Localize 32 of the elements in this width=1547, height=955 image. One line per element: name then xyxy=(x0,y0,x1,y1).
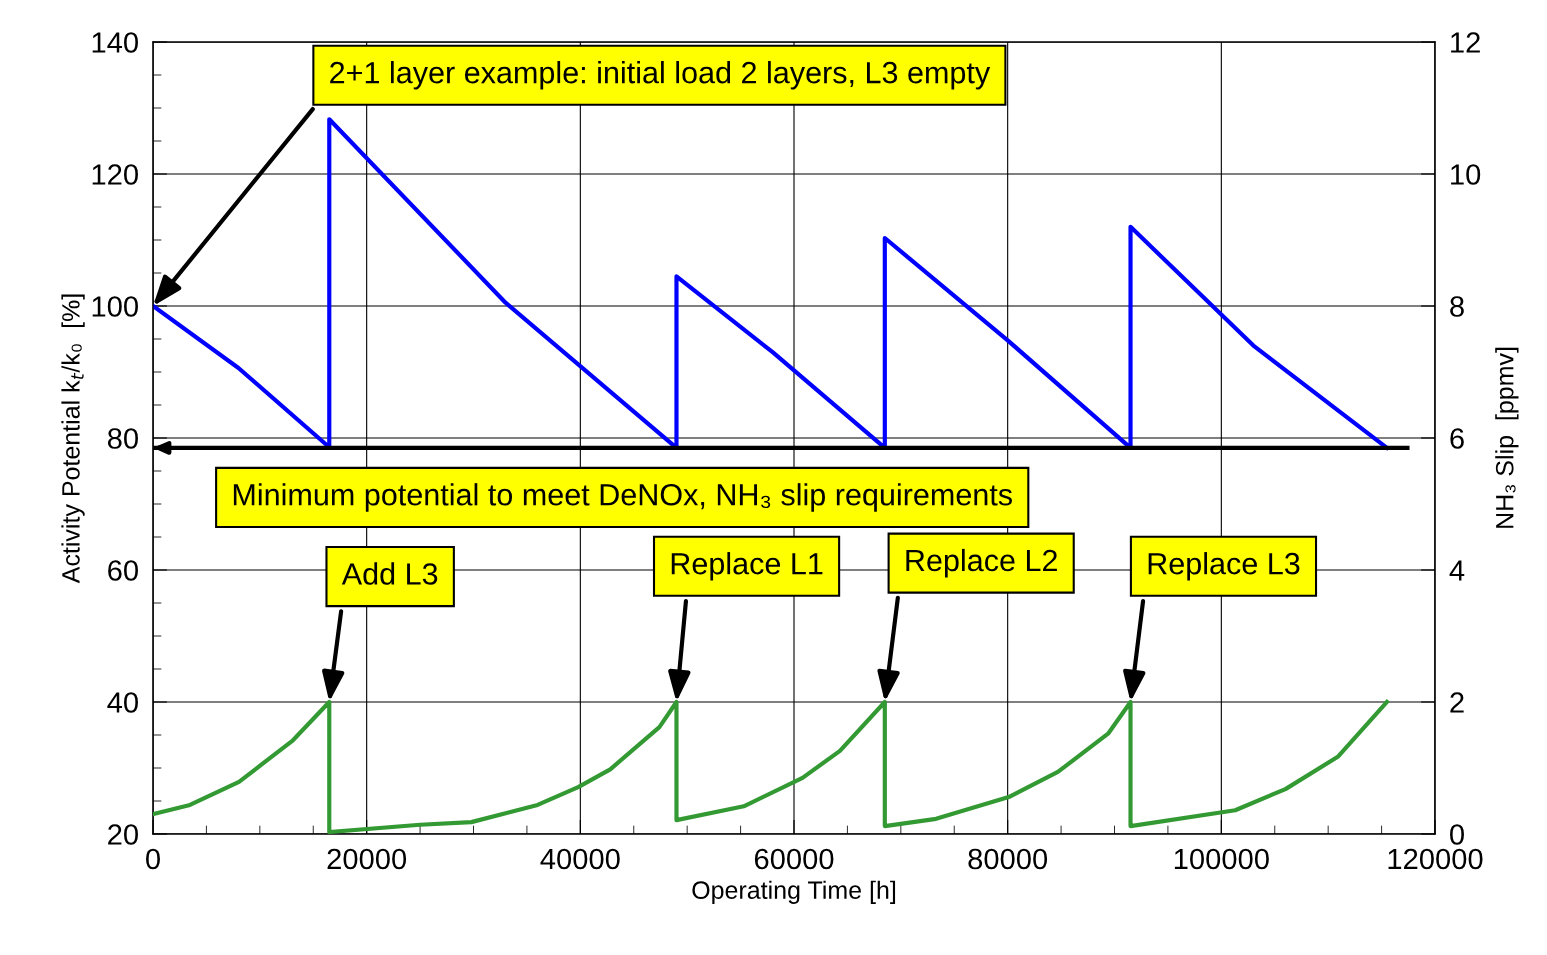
y2-tick-label: 2 xyxy=(1450,692,1464,713)
x-tick-label: 80000 xyxy=(968,848,1048,870)
y-tick-label: 80 xyxy=(107,428,138,449)
y2-tick-label: 4 xyxy=(1449,560,1465,581)
y2-tick-label: 8 xyxy=(1450,296,1464,317)
x-tick-label: 60000 xyxy=(754,848,834,870)
y2-tick-label: 12 xyxy=(1451,32,1480,53)
x-tick-label: 100000 xyxy=(1174,848,1269,870)
x-tick-label: 20000 xyxy=(327,848,407,870)
ref-line-label: Minimum potential to meet DeNOx, NH₃ slip requirements xyxy=(233,483,1012,512)
x-tick-label: 40000 xyxy=(540,848,620,870)
y2-axis-title: NH₃ Slip [ppmv] xyxy=(1495,347,1519,528)
y-tick-label: 120 xyxy=(92,164,138,185)
x-tick-label: 120000 xyxy=(1388,848,1483,870)
annotation: 2+1 layer example: initial load 2 layers, L3 empty xyxy=(330,61,991,90)
y2-tick-label: 10 xyxy=(1451,164,1481,185)
annotation: Replace L3 xyxy=(1148,552,1300,581)
annotation: Add L3 xyxy=(341,562,438,585)
annotation: Replace L2 xyxy=(906,548,1057,578)
y-tick-label: 140 xyxy=(92,32,138,53)
y-tick-label: 20 xyxy=(108,824,138,845)
x-axis-title: Operating Time [h] xyxy=(692,880,896,904)
y-tick-label: 100 xyxy=(92,296,138,317)
x-tick-label: 0 xyxy=(146,848,160,870)
y2-tick-label: 0 xyxy=(1450,824,1464,845)
y2-tick-label: 6 xyxy=(1450,428,1464,449)
y-axis-title: Activity Potential k$_{t}$/k₀ [%] xyxy=(61,294,85,584)
annotation: Replace L1 xyxy=(671,552,823,581)
y-tick-label: 60 xyxy=(108,560,138,581)
y-tick-label: 40 xyxy=(107,692,138,713)
line-series xyxy=(153,117,1390,450)
line-series xyxy=(153,699,1390,834)
